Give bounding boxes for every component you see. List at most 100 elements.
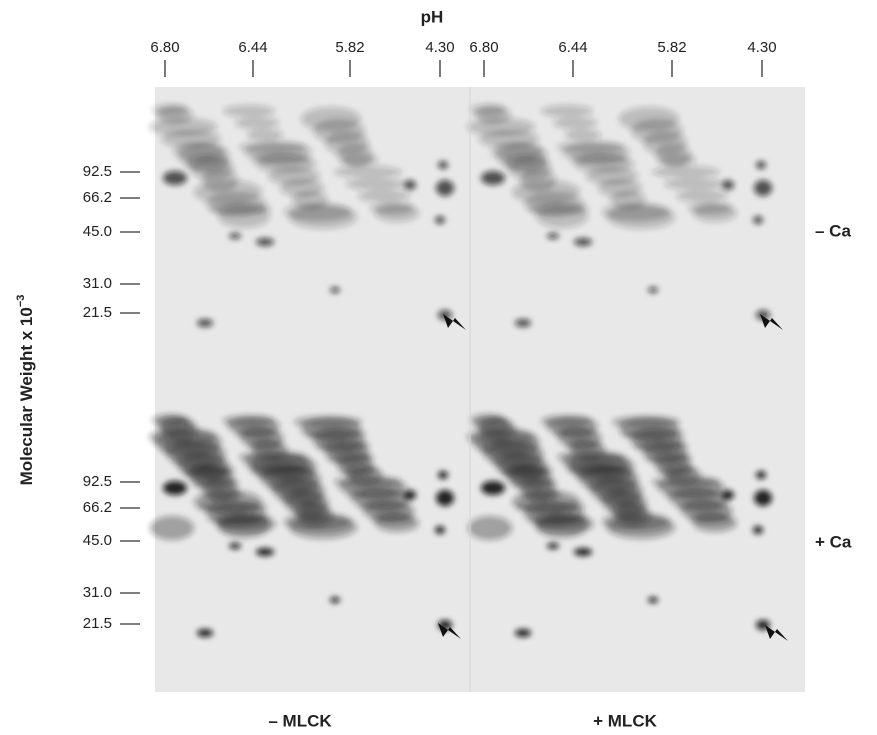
gel-spot — [438, 161, 448, 169]
gel-spot — [163, 481, 187, 495]
gel-spot — [330, 597, 340, 603]
gel-smear — [517, 501, 585, 513]
gel-smear — [565, 129, 601, 141]
gel-smear — [665, 466, 701, 484]
mw-tick-label: 92.5 — [83, 163, 112, 180]
gel-smear — [294, 416, 362, 428]
gel-smear — [358, 190, 410, 202]
column-label: – MLCK — [268, 711, 332, 730]
gel-spot — [404, 490, 416, 500]
gel-smear — [619, 107, 679, 131]
gel-spot — [438, 310, 452, 320]
gel-smear — [375, 204, 419, 222]
gel-smear — [199, 501, 267, 513]
arrowheads — [438, 314, 788, 641]
gel-spot — [229, 543, 241, 549]
gel-spot — [547, 543, 559, 549]
ph-tick-label: 6.44 — [558, 39, 587, 56]
mw-tick-label: 21.5 — [83, 615, 112, 632]
gel-smear — [534, 515, 594, 533]
mw-tick-label: 45.0 — [83, 223, 112, 240]
gel-spot — [753, 216, 763, 224]
gel-spot — [481, 171, 505, 185]
gel-smear — [306, 428, 366, 440]
gel-smear — [553, 117, 597, 129]
mw-tick-label: 31.0 — [83, 275, 112, 292]
gel-smear — [228, 417, 280, 435]
gel-spot — [722, 490, 734, 500]
gel-smear — [660, 154, 696, 166]
ph-tick-label: 6.80 — [469, 39, 498, 56]
gel-background — [155, 87, 805, 692]
gel-spot — [753, 526, 763, 534]
ph-tick-label: 4.30 — [747, 39, 776, 56]
gel-spot — [648, 287, 658, 293]
gel-smear — [318, 440, 370, 452]
mw-title-text: Molecular Weight x 10 — [17, 307, 36, 485]
gel-spot — [404, 180, 416, 190]
gel-smear — [330, 452, 374, 464]
gel-smear — [562, 143, 630, 161]
gel-smear — [541, 105, 593, 117]
arrowhead — [760, 314, 783, 330]
gel-smear — [525, 489, 561, 501]
gel-smear — [157, 106, 193, 124]
mw-tick-label: 66.2 — [83, 499, 112, 516]
gel-smear — [693, 204, 737, 222]
gel-spot — [515, 319, 531, 327]
gel-spot — [648, 597, 658, 603]
gel-smear — [480, 418, 516, 442]
gel-spot — [515, 629, 531, 637]
gel-spot — [197, 319, 213, 327]
gel-smear — [676, 190, 728, 202]
gel-spot — [547, 233, 559, 239]
gel-smear — [150, 516, 194, 540]
gel-spot — [436, 180, 454, 196]
gel-smear — [567, 455, 635, 479]
ph-title: pH — [421, 7, 444, 26]
gel-smear — [162, 418, 198, 442]
arrowhead — [443, 314, 466, 330]
gel-spot — [229, 233, 241, 239]
mw-tick-label: 45.0 — [83, 532, 112, 549]
gel-smear — [249, 455, 317, 479]
column-label: + MLCK — [593, 711, 657, 730]
gel-spot — [438, 471, 448, 479]
gel-spots — [149, 104, 772, 637]
mw-title-exponent: −3 — [15, 295, 27, 308]
gel-smear — [247, 129, 283, 141]
gel-spot — [722, 180, 734, 190]
gel-smear — [244, 143, 312, 161]
gel-spot — [754, 490, 772, 506]
gel-smear — [347, 466, 383, 484]
gel-smear — [195, 477, 239, 489]
gel-smear — [607, 205, 675, 229]
gel-smear — [342, 154, 378, 166]
gel-spot — [256, 238, 274, 246]
gel-spot — [435, 216, 445, 224]
row-label: + Ca — [815, 532, 852, 551]
mw-tick-label: 21.5 — [83, 304, 112, 321]
mw-title: Molecular Weight x 10−3 — [15, 295, 37, 486]
gel-smear — [501, 465, 553, 477]
gel-spot — [330, 287, 340, 293]
gel-smear — [636, 440, 688, 452]
gel-smear — [346, 178, 406, 190]
gel-smear — [529, 203, 589, 215]
gel-smear — [207, 489, 243, 501]
ph-tick-label: 4.30 — [425, 39, 454, 56]
arrowhead — [765, 625, 788, 641]
ph-tick-label: 6.80 — [150, 39, 179, 56]
gel-smear — [546, 417, 598, 435]
gel-smear — [211, 203, 271, 215]
gel-smear — [652, 166, 720, 178]
gel-smear — [496, 144, 548, 168]
gel-spot — [481, 481, 505, 495]
gel-spot — [754, 180, 772, 196]
gel-spot — [436, 490, 454, 506]
gel-smear — [216, 515, 276, 533]
gel-spot — [756, 471, 766, 479]
mw-tick-label: 66.2 — [83, 189, 112, 206]
gel-smear — [289, 205, 357, 229]
gel-smear — [223, 105, 275, 117]
